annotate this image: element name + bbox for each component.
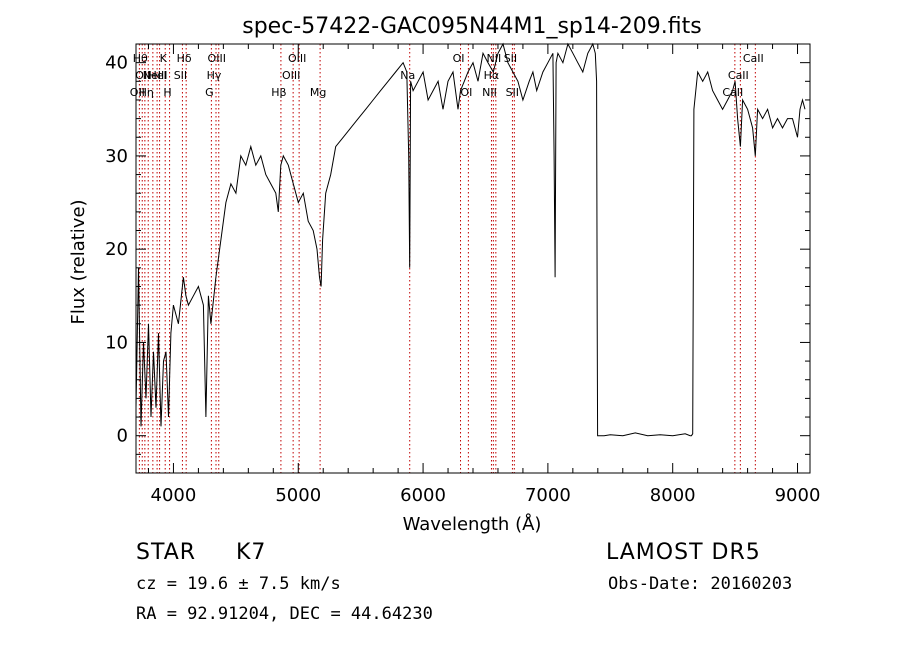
line-label: Hβ (271, 86, 286, 99)
line-label: NII (482, 86, 497, 99)
object-class: STAR (136, 540, 197, 565)
line-label: SII (506, 86, 519, 99)
line-label: OI (460, 86, 472, 99)
line-label: OIII (208, 52, 226, 65)
spectral-subclass: K7 (236, 540, 267, 565)
line-label: CaII (728, 69, 749, 82)
y-axis-ticks: 0 10 20 30 40 (105, 43, 810, 474)
x-tick-label: 6000 (400, 485, 446, 506)
line-label: Hθ (133, 52, 148, 65)
x-tick-label: 4000 (151, 485, 197, 506)
line-label: CaII (722, 86, 743, 99)
y-tick-label: 20 (105, 239, 128, 260)
redshift-velocity: cz = 19.6 ± 7.5 km/s (136, 574, 341, 594)
line-label: Hα (484, 69, 500, 82)
line-label: Na (400, 69, 415, 82)
line-label: SII (174, 69, 187, 82)
line-label: OIII (288, 52, 306, 65)
line-label: OI (453, 52, 465, 65)
x-axis-ticks: 4000 5000 6000 7000 8000 9000 (147, 44, 821, 506)
y-tick-label: 10 (105, 332, 128, 353)
line-label: H (163, 86, 171, 99)
x-tick-label: 7000 (525, 485, 571, 506)
spectral-line-labels: OIIHθOIIHηNeIIIHeIKHSIIHδGHγOIIIHβOIIIOI… (130, 52, 764, 99)
line-label: SII (504, 52, 517, 65)
line-label: Hη (139, 86, 154, 99)
y-tick-label: 0 (117, 426, 128, 447)
spectrum-line (135, 42, 806, 437)
coordinates: RA = 92.91204, DEC = 44.64230 (136, 604, 433, 624)
line-label: HeI (148, 69, 166, 82)
chart-title: spec-57422-GAC095N44M1_sp14-209.fits (242, 14, 702, 39)
x-axis-label: Wavelength (Å) (403, 513, 542, 535)
observation-date: Obs-Date: 20160203 (608, 574, 793, 594)
spectral-line-markers (138, 44, 756, 473)
survey-name: LAMOST DR5 (606, 540, 761, 565)
x-tick-label: 9000 (775, 485, 821, 506)
y-axis-label: Flux (relative) (68, 199, 89, 324)
line-label: OII (130, 86, 145, 99)
x-tick-label: 5000 (275, 485, 321, 506)
line-label: K (160, 52, 168, 65)
line-label: G (205, 86, 214, 99)
x-tick-label: 8000 (650, 485, 696, 506)
line-label: OII (135, 69, 150, 82)
y-tick-label: 40 (105, 53, 128, 74)
y-tick-label: 30 (105, 146, 128, 167)
line-label: CaII (743, 52, 764, 65)
line-label: NeIII (143, 69, 168, 82)
line-label: Hγ (207, 69, 222, 82)
line-label: Hδ (177, 52, 192, 65)
line-label: Mg (310, 86, 326, 99)
plot-frame (135, 43, 811, 474)
line-label: OIII (282, 69, 300, 82)
